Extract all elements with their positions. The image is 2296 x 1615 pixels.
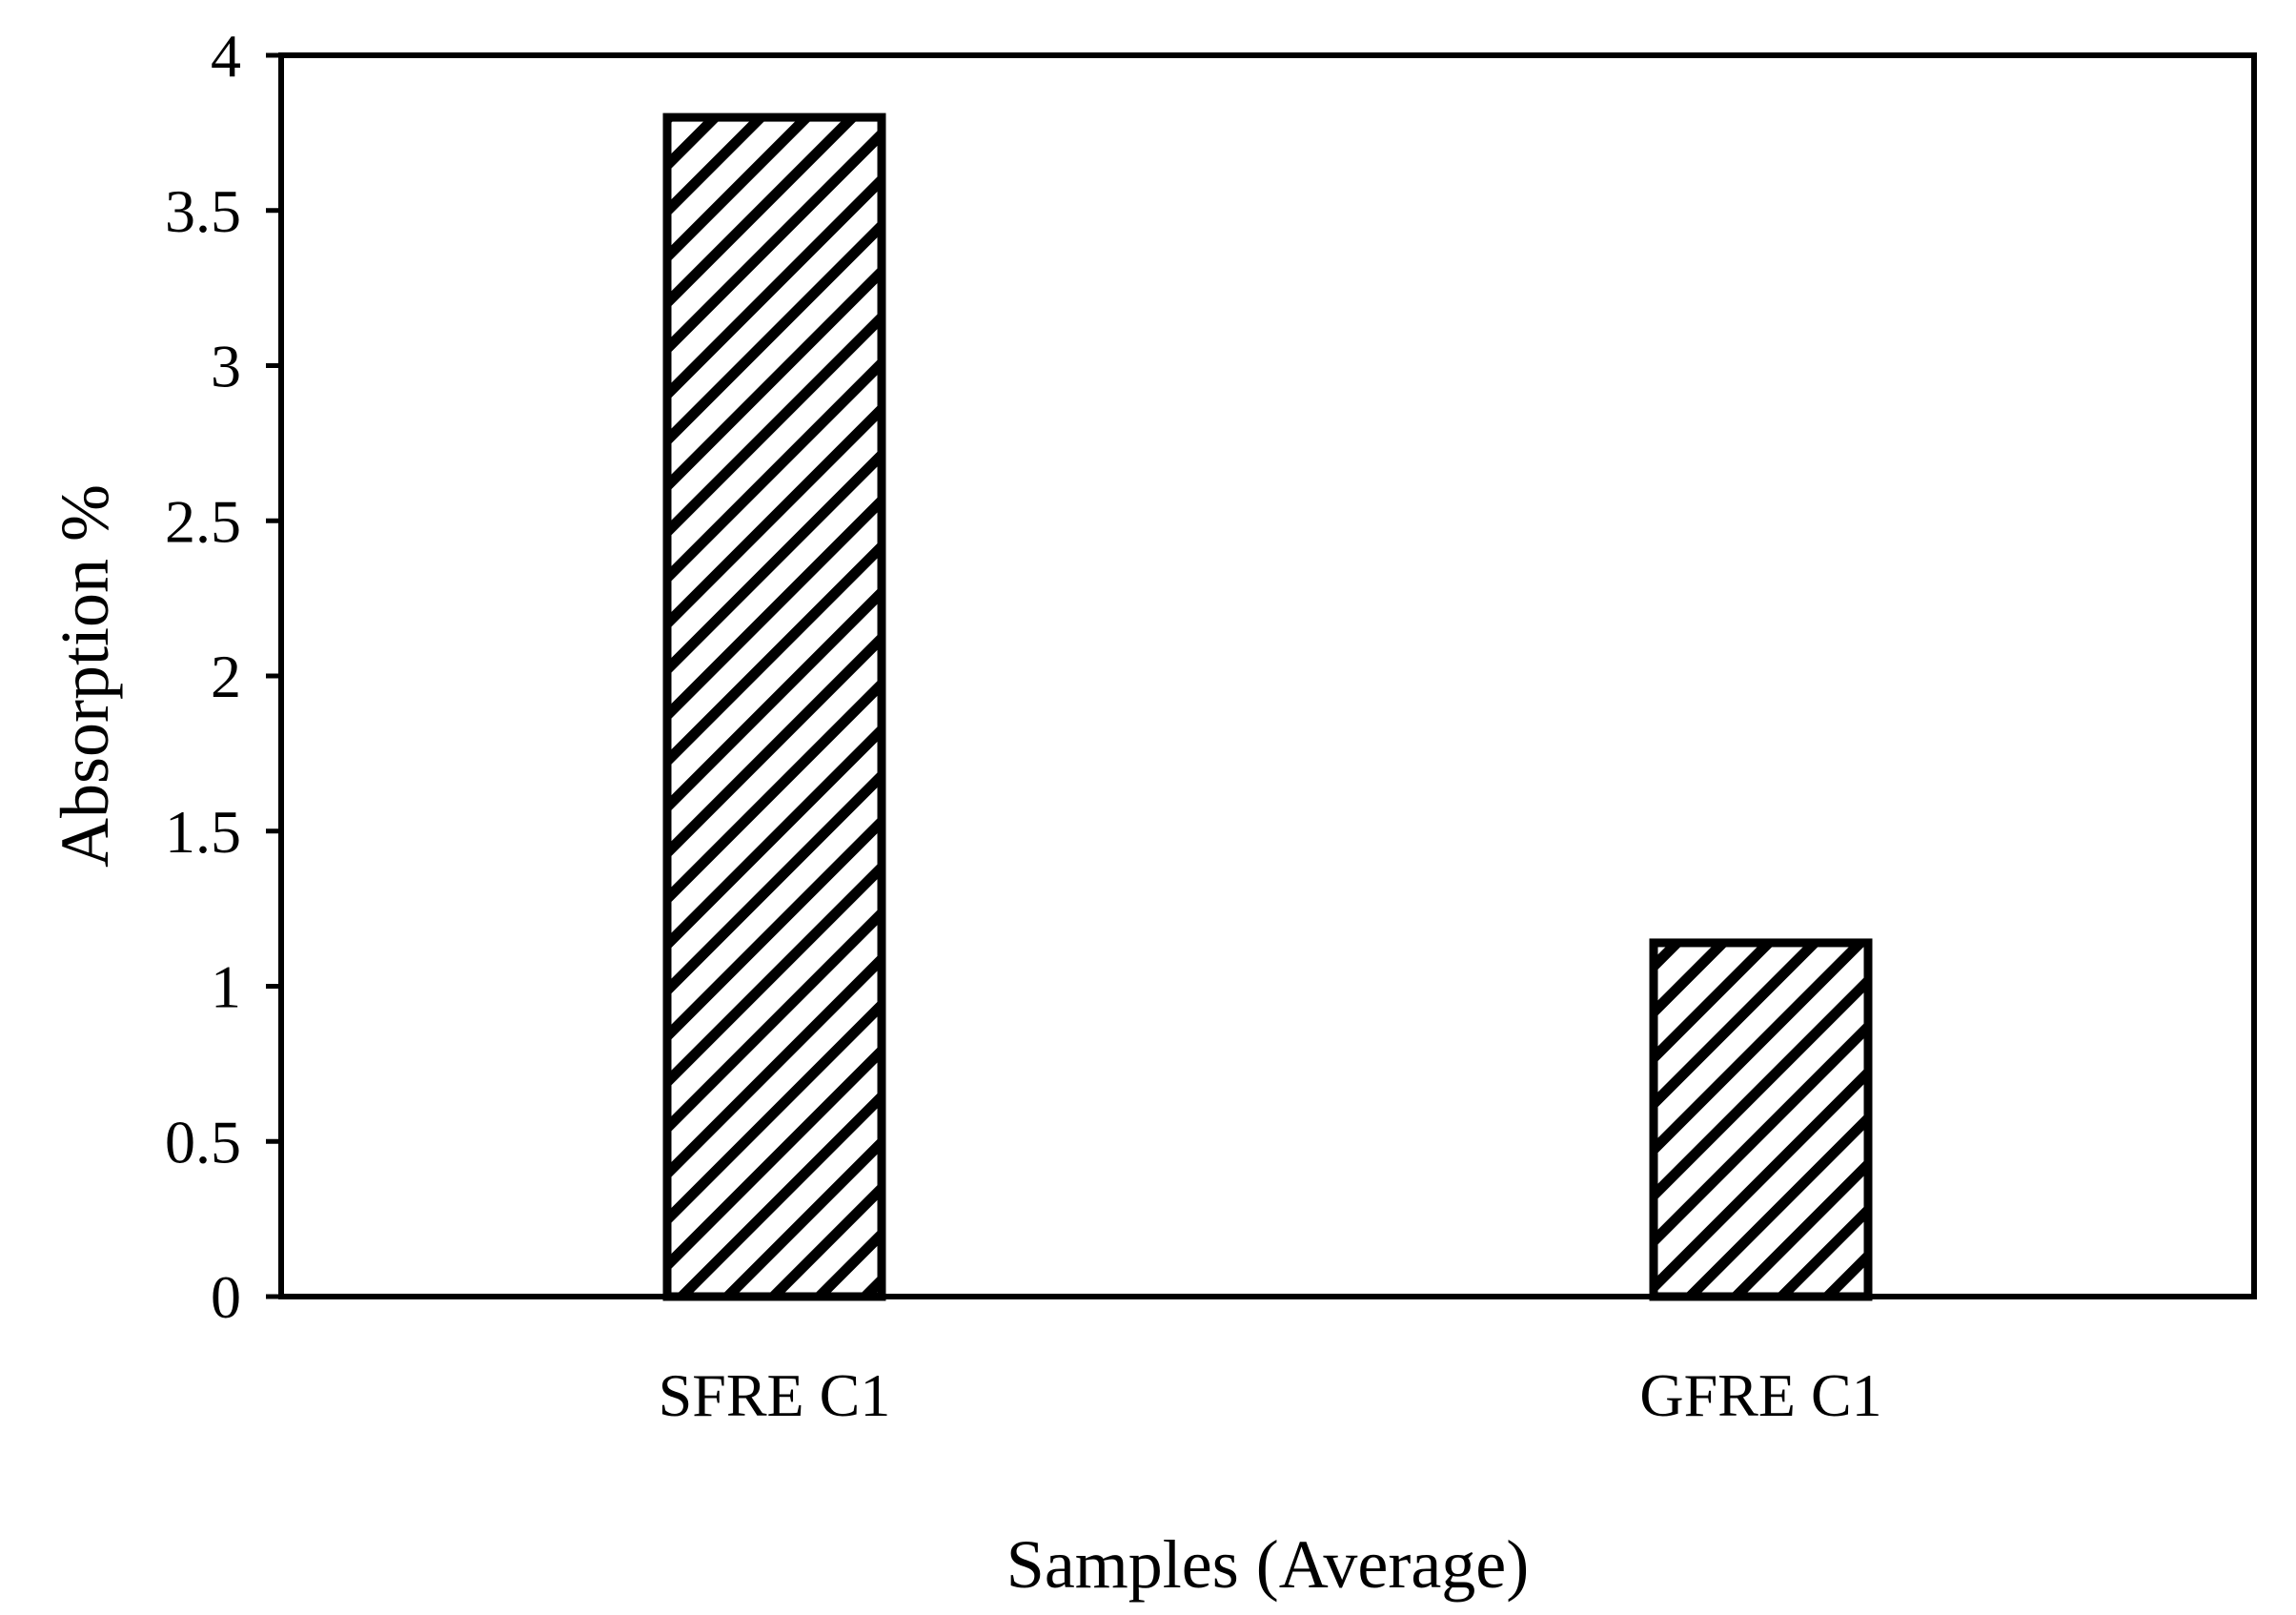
y-tick-label: 4 (211, 22, 241, 90)
bar-sfre-c1 (662, 112, 886, 1301)
y-tick-label: 0 (211, 1263, 241, 1331)
bars-group (662, 112, 1873, 1301)
x-tick-label: GFRE C1 (1639, 1361, 1881, 1429)
y-axis-title: Absorption % (47, 484, 123, 868)
y-tick-label: 1.5 (165, 798, 241, 866)
y-tick-label: 0.5 (165, 1108, 241, 1175)
x-axis-title: Samples (Average) (1006, 1526, 1529, 1603)
bar-gfre-c1 (1649, 938, 1873, 1301)
tick-labels: 0 0.5 1 1.5 2 2.5 3 3.5 4 SFRE C1 GFRE C1 (165, 22, 1882, 1429)
y-tick-label: 1 (211, 953, 241, 1021)
y-tick-label: 3.5 (165, 177, 241, 245)
y-axis-ticks (266, 52, 281, 1299)
y-tick-label: 2 (211, 643, 241, 710)
plot-area-frame (278, 52, 2257, 1299)
x-tick-label: SFRE C1 (659, 1361, 891, 1429)
y-tick-label: 3 (211, 333, 241, 400)
y-tick-label: 2.5 (165, 487, 241, 555)
